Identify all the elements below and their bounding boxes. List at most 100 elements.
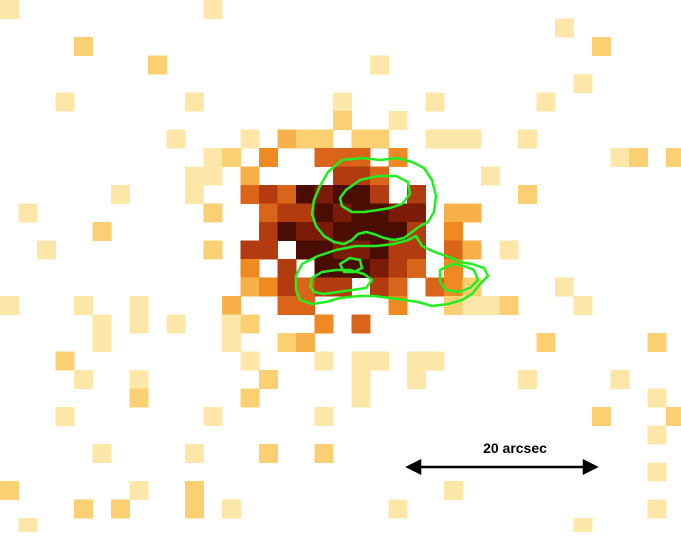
count-pixel [370, 259, 389, 278]
count-pixel [333, 222, 352, 241]
count-pixel [351, 240, 371, 260]
count-pixel [407, 370, 426, 389]
count-pixel [148, 55, 167, 75]
count-pixel [240, 259, 260, 278]
count-pixel [647, 462, 667, 482]
count-pixel [185, 481, 204, 500]
count-pixel [314, 222, 334, 241]
count-pixel [259, 444, 278, 463]
count-pixel [518, 185, 537, 204]
count-pixel [203, 240, 223, 260]
count-pixel [666, 407, 681, 426]
count-pixel [203, 407, 223, 426]
count-pixel [314, 407, 334, 426]
scale-bar-arrow-right [582, 458, 599, 476]
count-pixel [92, 333, 112, 352]
contour-inner-lower [308, 268, 374, 296]
count-pixel [240, 314, 260, 334]
count-pixel [555, 18, 574, 38]
count-pixel [351, 351, 371, 371]
count-pixel [111, 185, 130, 204]
count-pixel [18, 518, 38, 537]
count-pixel [370, 277, 389, 297]
count-pixel [573, 518, 593, 537]
count-pixel [425, 129, 445, 149]
count-pixel [462, 296, 482, 315]
count-pixel [222, 333, 241, 352]
count-pixel [55, 407, 75, 426]
count-pixel [573, 296, 593, 315]
count-pixel [92, 222, 112, 241]
count-pixel [277, 296, 297, 315]
count-pixel [481, 166, 500, 186]
count-pixel [277, 129, 297, 149]
count-pixel [222, 314, 241, 334]
count-pixel [111, 499, 130, 519]
count-pixel [444, 296, 463, 315]
count-pixel [444, 129, 463, 149]
count-pixel [444, 222, 463, 241]
count-pixel [314, 148, 334, 167]
count-pixel [92, 444, 112, 463]
count-pixel [370, 185, 389, 204]
count-pixel [610, 370, 630, 389]
count-pixel [259, 240, 278, 260]
count-pixel [388, 111, 408, 130]
count-pixel [388, 499, 408, 519]
count-pixel [444, 240, 463, 260]
count-pixel [18, 203, 38, 223]
count-pixel [0, 481, 19, 500]
count-pixel [314, 277, 334, 297]
count-pixel [407, 259, 426, 278]
count-pixel [592, 37, 611, 56]
count-pixel [370, 55, 389, 75]
scale-bar-label: 20 arcsec [483, 440, 547, 456]
count-pixel [74, 37, 93, 56]
count-pixel [314, 444, 334, 463]
count-pixel [277, 277, 297, 297]
contour-outer-lower [294, 234, 490, 308]
count-pixel [351, 129, 371, 149]
count-pixel [444, 259, 463, 278]
count-pixel [55, 92, 75, 112]
count-pixel [370, 240, 389, 260]
count-pixel [314, 129, 334, 149]
count-pixel [351, 166, 371, 186]
count-pixel [425, 92, 445, 112]
count-pixel [259, 148, 278, 167]
count-pixel [277, 333, 297, 352]
count-pixel [259, 222, 278, 241]
count-pixel [185, 499, 204, 519]
count-pixel [462, 129, 482, 149]
count-pixel [296, 333, 315, 352]
count-pixel [37, 240, 56, 260]
count-pixel [185, 166, 204, 186]
count-pixel [407, 203, 426, 223]
radio-contours [294, 156, 490, 308]
count-pixel [518, 370, 537, 389]
count-pixel [240, 240, 260, 260]
count-pixel [240, 277, 260, 297]
count-pixel [647, 333, 667, 352]
count-pixel [647, 499, 667, 519]
count-pixel [536, 92, 556, 112]
count-pixel [277, 222, 297, 241]
count-pixel [259, 277, 278, 297]
count-pixel [370, 203, 389, 223]
contour-small-blob [338, 256, 364, 274]
count-pixel [573, 74, 593, 93]
count-pixel [222, 148, 241, 167]
scale-bar [405, 458, 599, 476]
count-pixel [259, 203, 278, 223]
count-pixel [129, 370, 149, 389]
count-pixel [203, 166, 223, 186]
count-pixel [499, 240, 519, 260]
scale-bar-arrow-left [405, 458, 422, 476]
count-pixel [555, 277, 574, 297]
count-pixel [222, 296, 241, 315]
count-pixel [518, 129, 537, 149]
count-pixel [129, 481, 149, 500]
